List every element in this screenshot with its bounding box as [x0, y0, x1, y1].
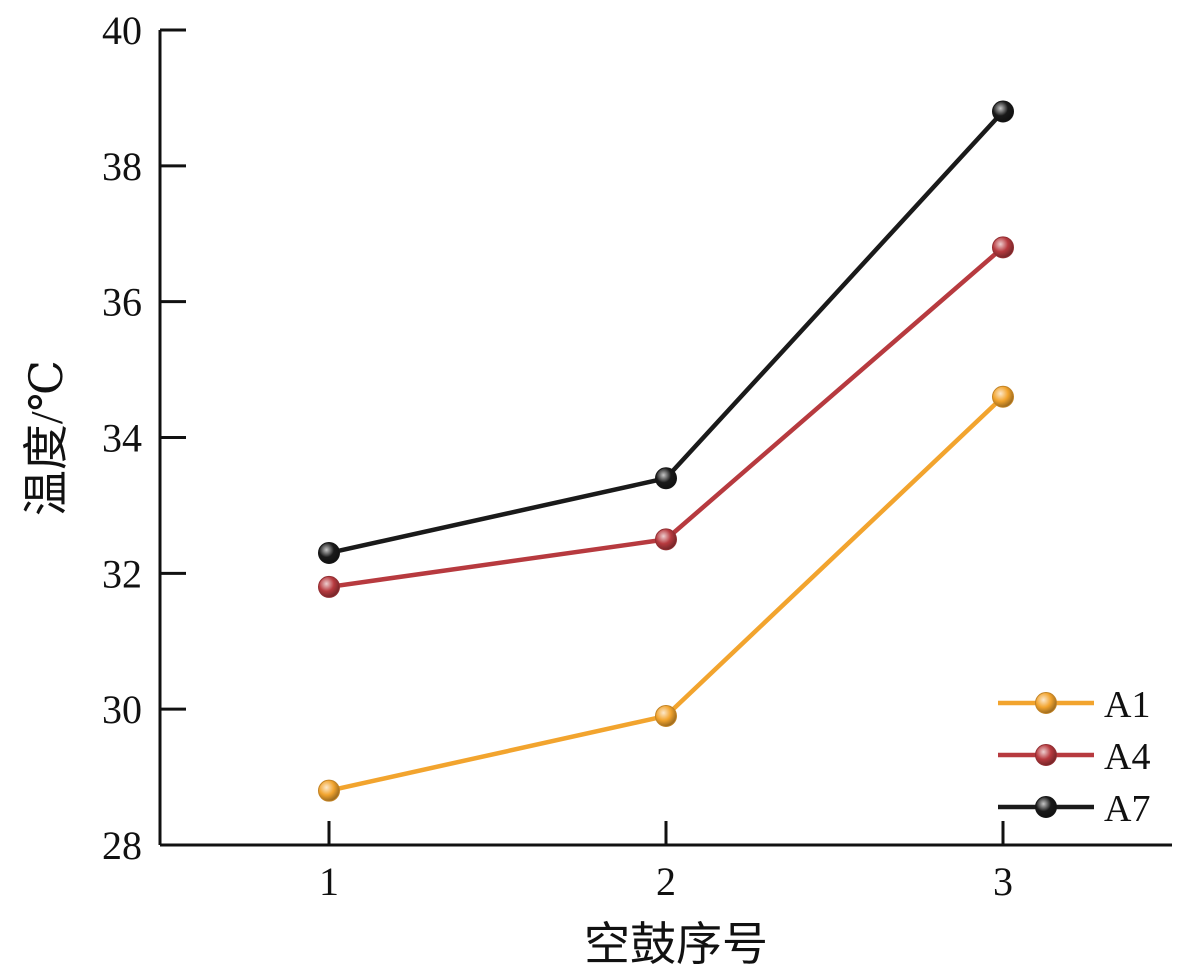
data-point [655, 704, 677, 727]
legend-item-a7: A7 [998, 788, 1150, 830]
y-tick-label: 40 [102, 8, 142, 53]
x-tick-label: 3 [993, 859, 1013, 904]
legend-label: A7 [1104, 788, 1150, 830]
series-a7 [318, 100, 1014, 564]
legend-swatch-marker [1035, 692, 1057, 714]
y-tick-label: 28 [102, 823, 142, 868]
series-line [326, 394, 1006, 793]
data-point [992, 385, 1014, 408]
legend-swatch-marker [1035, 796, 1057, 818]
data-point [318, 779, 340, 802]
y-tick-label: 34 [102, 416, 142, 461]
series-lines [318, 100, 1014, 802]
legend-label: A4 [1104, 736, 1150, 778]
x-tick-label: 2 [656, 859, 676, 904]
data-point [992, 100, 1014, 123]
y-tick-label: 32 [102, 551, 142, 596]
y-axis-title: 温度/℃ [21, 360, 72, 516]
series-a1 [318, 385, 1014, 802]
data-point [655, 528, 677, 551]
data-point [992, 236, 1014, 259]
legend-item-a4: A4 [998, 736, 1150, 778]
legend: A1 A4 A7 [998, 684, 1150, 830]
legend-label: A1 [1104, 684, 1150, 726]
x-tick-label: 1 [319, 859, 339, 904]
data-point [318, 541, 340, 564]
y-tick-label: 36 [102, 280, 142, 325]
data-point [655, 467, 677, 490]
axis-ticks: 28 30 32 34 36 38 40 1 2 3 [102, 8, 1013, 904]
data-point [318, 575, 340, 598]
y-tick-label: 38 [102, 144, 142, 189]
y-tick-label: 30 [102, 687, 142, 732]
legend-swatch-marker [1035, 744, 1057, 766]
series-a4 [318, 236, 1014, 598]
x-axis-title: 空鼓序号 [584, 919, 768, 970]
legend-item-a1: A1 [998, 684, 1150, 726]
